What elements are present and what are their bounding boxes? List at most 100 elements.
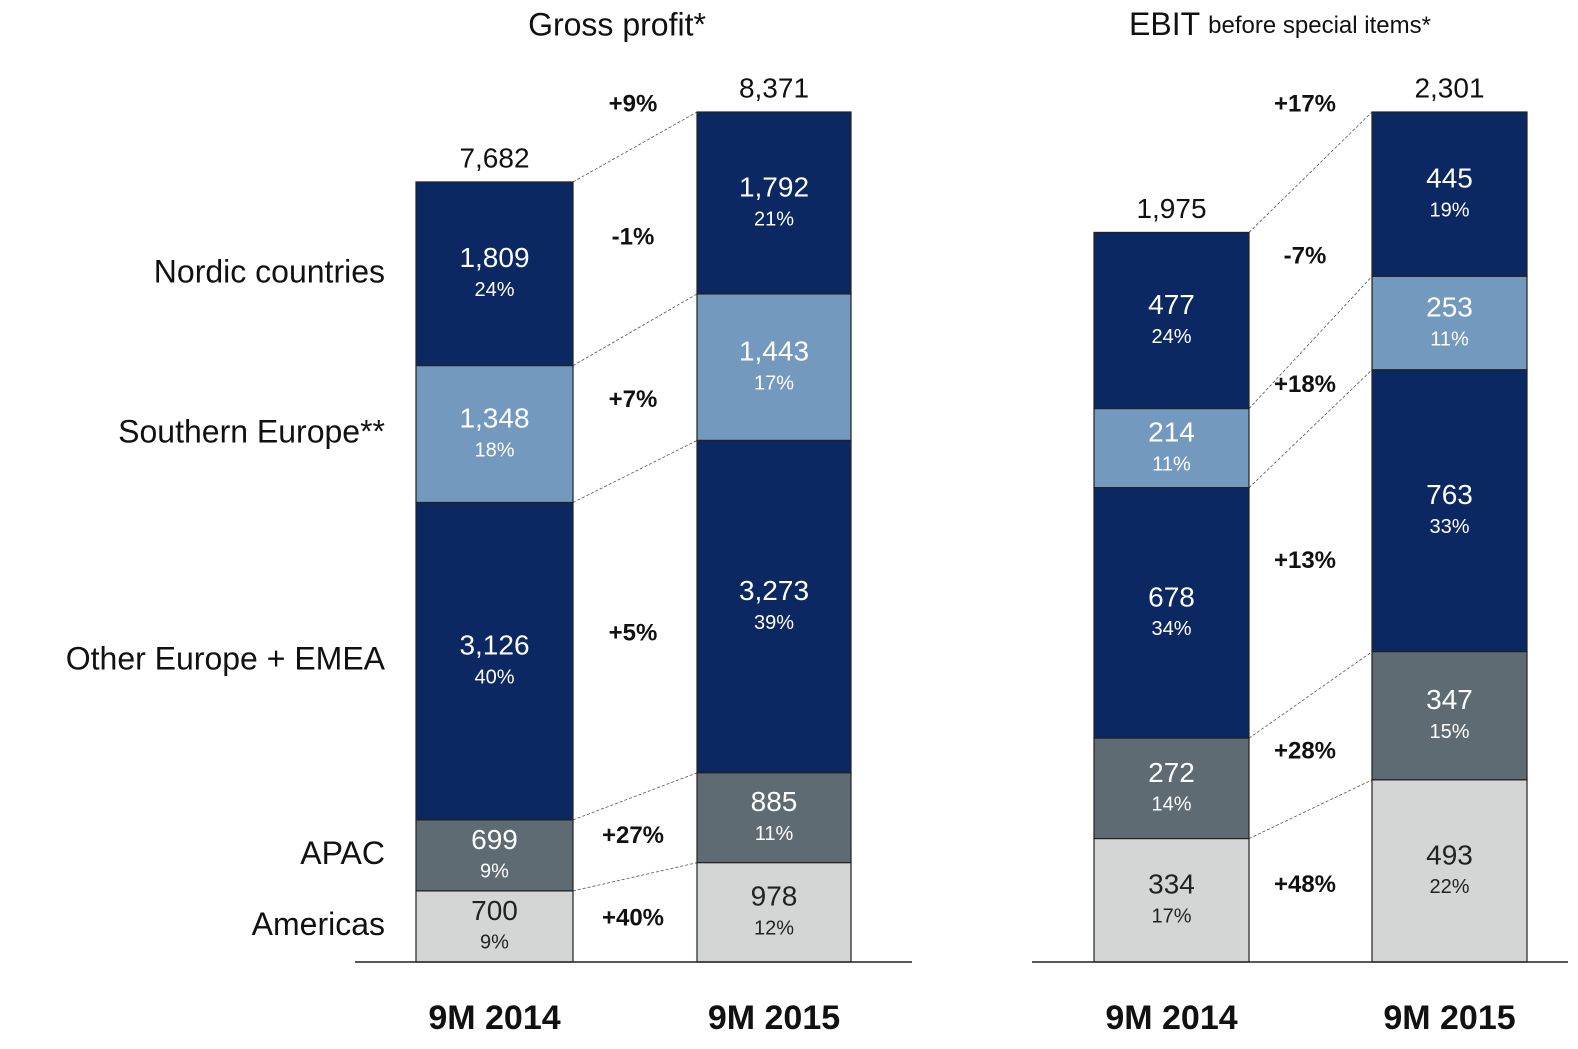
connector bbox=[572, 440, 698, 503]
value-label: 493 bbox=[1426, 839, 1473, 870]
change-label: +48% bbox=[1274, 871, 1336, 898]
value-label: 678 bbox=[1148, 581, 1195, 612]
share-label: 33% bbox=[1429, 516, 1469, 538]
total-change-label: +17% bbox=[1274, 90, 1336, 117]
total-label: 2,301 bbox=[1414, 72, 1484, 103]
bar-segment bbox=[1371, 651, 1528, 781]
bar-segment bbox=[696, 772, 852, 864]
bar-segment bbox=[415, 181, 574, 367]
change-label: +18% bbox=[1274, 371, 1336, 398]
value-label: 1,809 bbox=[459, 242, 529, 273]
total-label: 1,975 bbox=[1136, 193, 1206, 224]
chart-subtitle: before special items* bbox=[1208, 12, 1431, 39]
share-label: 11% bbox=[1152, 453, 1191, 475]
share-label: 12% bbox=[754, 918, 794, 940]
value-label: 253 bbox=[1426, 292, 1473, 323]
connector bbox=[1248, 369, 1373, 488]
value-label: 763 bbox=[1426, 479, 1473, 510]
connector bbox=[572, 293, 698, 366]
share-label: 18% bbox=[474, 439, 514, 461]
value-label: 700 bbox=[471, 895, 518, 926]
bar-segment bbox=[415, 501, 574, 821]
share-label: 19% bbox=[1429, 199, 1469, 221]
total-change-label: +9% bbox=[609, 90, 658, 117]
change-label: +28% bbox=[1274, 737, 1336, 764]
value-label: 3,126 bbox=[459, 630, 529, 661]
bar-segment bbox=[696, 111, 852, 295]
bar-segment bbox=[696, 862, 852, 963]
connector bbox=[1248, 779, 1373, 839]
bar-segment bbox=[415, 890, 574, 963]
change-label: +40% bbox=[602, 905, 664, 932]
bar-segment bbox=[696, 293, 852, 442]
share-label: 9% bbox=[480, 861, 509, 883]
value-label: 334 bbox=[1148, 869, 1195, 900]
change-label: +13% bbox=[1274, 547, 1336, 574]
bar-segment bbox=[1371, 111, 1528, 277]
share-label: 39% bbox=[754, 612, 794, 634]
bar-segment bbox=[696, 439, 852, 774]
x-tick-label: 9M 2015 bbox=[1383, 999, 1515, 1037]
value-label: 347 bbox=[1426, 684, 1473, 715]
share-label: 17% bbox=[754, 373, 794, 395]
share-label: 17% bbox=[1151, 906, 1191, 928]
value-label: 1,443 bbox=[739, 336, 809, 367]
bar-segment bbox=[1371, 779, 1528, 963]
change-label: +27% bbox=[602, 822, 664, 849]
x-tick-label: 9M 2015 bbox=[708, 999, 840, 1037]
value-label: 699 bbox=[471, 824, 518, 855]
value-label: 1,792 bbox=[739, 171, 809, 202]
change-label: +7% bbox=[609, 386, 658, 413]
bar-segment bbox=[415, 819, 574, 892]
value-label: 272 bbox=[1148, 757, 1195, 788]
row-label: Americas bbox=[252, 906, 385, 942]
connector bbox=[1248, 276, 1373, 409]
connector bbox=[1248, 111, 1373, 233]
bar-segment bbox=[1093, 231, 1250, 410]
share-label: 11% bbox=[755, 823, 794, 845]
share-label: 34% bbox=[1151, 618, 1191, 640]
connector bbox=[572, 862, 698, 892]
row-label: Other Europe + EMEA bbox=[66, 641, 386, 677]
value-label: 3,273 bbox=[739, 575, 809, 606]
share-label: 9% bbox=[480, 932, 509, 954]
connector bbox=[1248, 651, 1373, 739]
value-label: 445 bbox=[1426, 163, 1473, 194]
connector bbox=[572, 772, 698, 821]
chart-title: EBIT before special items* bbox=[1129, 6, 1431, 42]
connector bbox=[572, 111, 698, 183]
share-label: 40% bbox=[474, 667, 514, 689]
row-label: APAC bbox=[300, 835, 385, 871]
change-label: +5% bbox=[609, 619, 658, 646]
share-label: 21% bbox=[754, 208, 794, 230]
total-label: 7,682 bbox=[459, 142, 529, 173]
row-label: Nordic countries bbox=[154, 253, 385, 289]
total-label: 8,371 bbox=[739, 72, 809, 103]
bar-segment bbox=[415, 365, 574, 504]
x-tick-label: 9M 2014 bbox=[1105, 999, 1237, 1037]
bar-segment bbox=[1093, 408, 1250, 489]
change-label: -7% bbox=[1284, 243, 1327, 270]
share-label: 11% bbox=[1430, 328, 1469, 350]
value-label: 214 bbox=[1148, 417, 1195, 448]
bar-segment bbox=[1371, 369, 1528, 653]
chart-title: Gross profit* bbox=[528, 6, 706, 42]
share-label: 15% bbox=[1429, 721, 1469, 743]
value-label: 477 bbox=[1148, 289, 1195, 320]
share-label: 14% bbox=[1151, 794, 1191, 816]
share-label: 22% bbox=[1429, 876, 1469, 898]
x-tick-label: 9M 2014 bbox=[428, 999, 560, 1037]
value-label: 1,348 bbox=[459, 402, 529, 433]
bar-segment bbox=[1093, 487, 1250, 739]
chart-title-main: EBIT bbox=[1129, 6, 1200, 42]
bar-segment bbox=[1371, 275, 1528, 371]
bar-segment bbox=[1093, 737, 1250, 840]
value-label: 885 bbox=[751, 786, 798, 817]
bar-segment bbox=[1093, 838, 1250, 963]
change-label: -1% bbox=[612, 224, 655, 251]
row-label: Southern Europe** bbox=[118, 414, 385, 450]
value-label: 978 bbox=[751, 881, 798, 912]
share-label: 24% bbox=[1151, 326, 1191, 348]
share-label: 24% bbox=[474, 279, 514, 301]
